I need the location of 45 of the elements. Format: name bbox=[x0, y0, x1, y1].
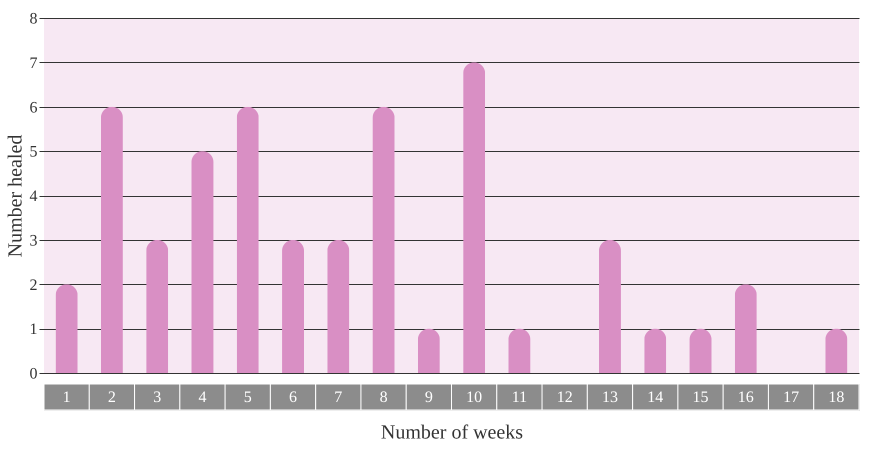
bar bbox=[372, 106, 395, 373]
bar bbox=[418, 328, 440, 373]
x-tick-label: 9 bbox=[424, 389, 433, 406]
x-tick-label: 16 bbox=[738, 389, 754, 406]
y-tick-label: 4 bbox=[30, 188, 38, 205]
x-tick-label: 12 bbox=[556, 389, 573, 406]
y-tick-label: 6 bbox=[30, 99, 38, 116]
x-tick-label: 1 bbox=[62, 389, 71, 406]
x-tick-label: 11 bbox=[512, 389, 528, 406]
y-tick-label: 8 bbox=[30, 10, 38, 28]
bar bbox=[146, 240, 168, 373]
x-tick-label: 3 bbox=[153, 389, 162, 406]
x-tick-label: 4 bbox=[198, 389, 206, 406]
bar bbox=[598, 240, 621, 373]
bar bbox=[508, 328, 530, 373]
x-tick-label: 17 bbox=[783, 389, 800, 406]
x-tick-label: 13 bbox=[602, 389, 618, 406]
bar bbox=[236, 106, 259, 373]
x-tick-label: 14 bbox=[647, 389, 664, 406]
x-tick-label: 10 bbox=[466, 389, 482, 406]
x-tick-label: 8 bbox=[380, 389, 388, 406]
x-tick-label: 7 bbox=[334, 389, 342, 406]
bar bbox=[327, 240, 350, 373]
x-tick-label: 15 bbox=[692, 389, 709, 406]
bar bbox=[825, 328, 848, 373]
bar bbox=[282, 240, 304, 373]
y-tick-label: 3 bbox=[30, 232, 38, 250]
y-tick-label: 7 bbox=[30, 54, 38, 72]
bar bbox=[734, 284, 757, 373]
x-tick-label: 6 bbox=[289, 389, 298, 406]
x-tick-label: 2 bbox=[108, 389, 116, 406]
bar bbox=[463, 62, 486, 373]
x-tick-label: 5 bbox=[244, 389, 252, 406]
x-axis-title: Number of weeks bbox=[380, 422, 524, 444]
bar bbox=[644, 328, 666, 373]
y-axis-title: Number healed bbox=[4, 134, 26, 258]
y-tick-label: 2 bbox=[30, 276, 38, 294]
bar bbox=[191, 151, 214, 373]
x-tick-label: 18 bbox=[828, 389, 844, 406]
y-tick-label: 1 bbox=[30, 321, 38, 338]
y-tick-label: 0 bbox=[30, 366, 38, 382]
bar bbox=[56, 284, 78, 373]
bar bbox=[690, 328, 712, 373]
bar bbox=[100, 106, 123, 373]
y-tick-label: 5 bbox=[30, 144, 38, 161]
